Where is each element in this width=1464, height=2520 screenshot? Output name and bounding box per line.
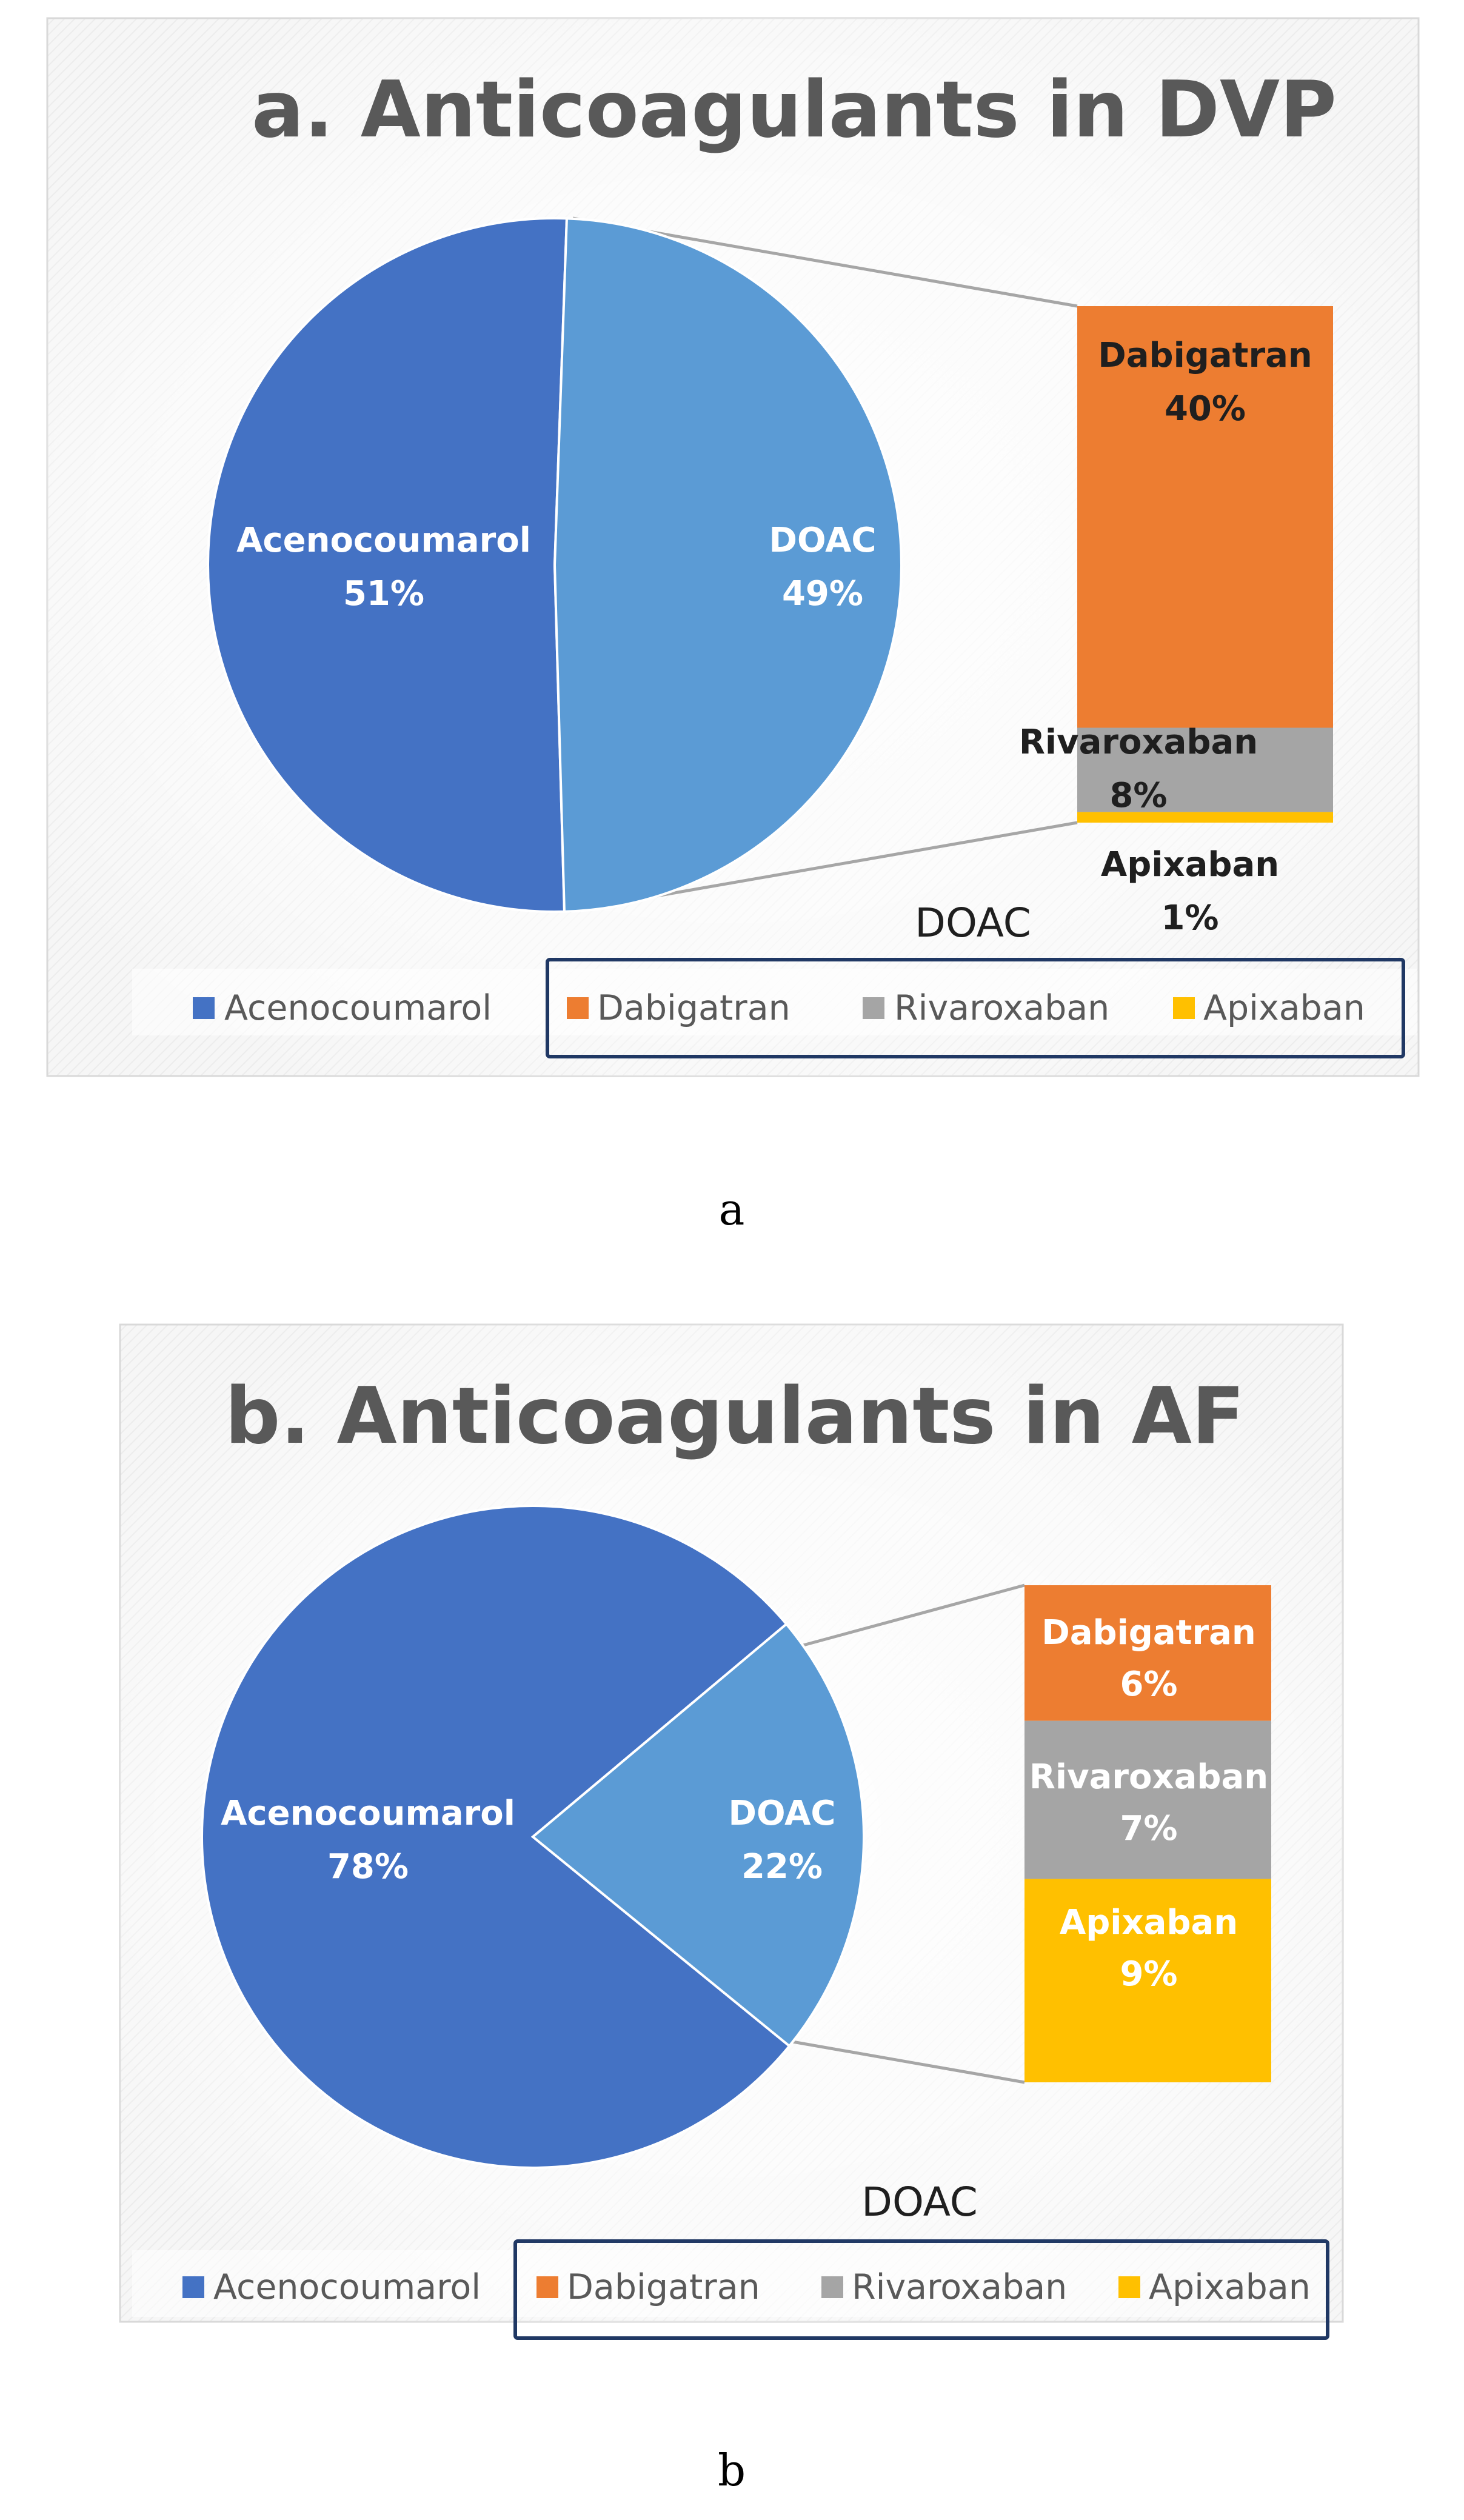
chart-a-bar-label-apixaban: Apixaban bbox=[1101, 845, 1279, 884]
chart-a-legend-swatch-dabigatran bbox=[567, 997, 589, 1019]
chart-b-legend-label-rivaroxaban: Rivaroxaban bbox=[852, 2267, 1067, 2307]
panel-caption-a: a bbox=[719, 1184, 745, 1235]
chart-a-legend-swatch-apixaban bbox=[1173, 997, 1195, 1019]
chart-a-bar-value-apixaban: 1% bbox=[1161, 898, 1218, 938]
chart-a-legend-swatch-acenocoumarol bbox=[193, 997, 215, 1019]
chart-b-slice-label-doac: DOAC bbox=[728, 1794, 835, 1833]
chart-a-bar-dabigatran bbox=[1077, 306, 1333, 728]
chart-a-slice-acenocoumarol bbox=[207, 217, 569, 913]
chart-a-bar-apixaban bbox=[1077, 812, 1333, 823]
chart-a-bar-label-rivaroxaban: Rivaroxaban bbox=[1019, 723, 1258, 762]
chart-b-slice-value-acenocoumarol: 78% bbox=[327, 1847, 409, 1887]
chart-b-title: b. Anticoagulants in AF bbox=[225, 1371, 1245, 1462]
chart-a-slice-value-acenocoumarol: 51% bbox=[343, 574, 424, 613]
chart-a-legend-label-dabigatran: Dabigatran bbox=[597, 988, 790, 1028]
chart-b-bar-caption: DOAC bbox=[861, 2179, 978, 2225]
chart-b-bar-rivaroxaban bbox=[1024, 1720, 1271, 1879]
chart-a-legend-area bbox=[132, 969, 1417, 1035]
chart-b-legend-swatch-dabigatran bbox=[536, 2276, 558, 2298]
chart-a-legend-label-acenocoumarol: Acenocoumarol bbox=[224, 988, 492, 1028]
panel-caption-b: b bbox=[718, 2445, 746, 2496]
chart-b-legend-swatch-apixaban bbox=[1118, 2276, 1140, 2298]
chart-b-bar-apixaban bbox=[1024, 1879, 1271, 2082]
chart-b-bar-label-apixaban: Apixaban bbox=[1060, 1903, 1238, 1942]
chart-a-legend-doac-box bbox=[546, 958, 1405, 1058]
chart-a-slice-label-acenocoumarol: Acenocoumarol bbox=[236, 521, 531, 560]
chart-b-connector-bottom bbox=[781, 2038, 1025, 2084]
chart-b-slice-value-doac: 22% bbox=[741, 1847, 823, 1887]
chart-anticoagulants-af: b. Anticoagulants in AF Acenocoumarol 78… bbox=[119, 1323, 1344, 2340]
chart-b-legend-doac-box bbox=[513, 2239, 1329, 2340]
chart-a-bar-value-dabigatran: 40% bbox=[1165, 389, 1246, 429]
chart-a-slice-value-doac: 49% bbox=[782, 574, 863, 613]
chart-b-bar-value-apixaban: 9% bbox=[1120, 1954, 1177, 1994]
chart-b-legend-swatch-rivaroxaban bbox=[821, 2276, 843, 2298]
chart-anticoagulants-dvp: a. Anticoagulants in DVP Acenocoumarol 5… bbox=[46, 17, 1420, 1077]
chart-a-legend-label-apixaban: Apixaban bbox=[1203, 988, 1365, 1028]
chart-a-bar-label-dabigatran: Dabigatran bbox=[1098, 336, 1312, 375]
chart-a-legend-label-rivaroxaban: Rivaroxaban bbox=[894, 988, 1109, 1028]
chart-b-legend-swatch-acenocoumarol bbox=[182, 2276, 204, 2298]
chart-a-bar-value-rivaroxaban: 8% bbox=[1109, 776, 1167, 815]
chart-a-slice-doac bbox=[553, 217, 903, 913]
chart-a-slice-label-doac: DOAC bbox=[769, 521, 876, 560]
chart-b-bar-label-rivaroxaban: Rivaroxaban bbox=[1029, 1757, 1268, 1797]
chart-b-bar-dabigatran bbox=[1024, 1585, 1271, 1721]
chart-b-legend-label-dabigatran: Dabigatran bbox=[567, 2267, 760, 2307]
chart-a-title: a. Anticoagulants in DVP bbox=[252, 65, 1337, 155]
chart-b-connector-top bbox=[780, 1583, 1025, 1653]
chart-b-legend-label-acenocoumarol: Acenocoumarol bbox=[213, 2267, 481, 2307]
chart-b-bar-value-rivaroxaban: 7% bbox=[1120, 1809, 1177, 1848]
chart-b-slice-acenocoumarol bbox=[201, 1505, 791, 2170]
chart-b-slice-label-acenocoumarol: Acenocoumarol bbox=[221, 1794, 515, 1833]
chart-b-bar-value-dabigatran: 6% bbox=[1120, 1665, 1177, 1704]
chart-a-legend-swatch-rivaroxaban bbox=[863, 997, 884, 1019]
chart-b-legend-label-apixaban: Apixaban bbox=[1149, 2267, 1311, 2307]
chart-a-bar-caption: DOAC bbox=[915, 900, 1031, 946]
chart-b-bar-label-dabigatran: Dabigatran bbox=[1041, 1613, 1255, 1653]
chart-a-bar-rivaroxaban bbox=[1077, 727, 1333, 812]
chart-b-slice-doac bbox=[530, 1622, 865, 2048]
